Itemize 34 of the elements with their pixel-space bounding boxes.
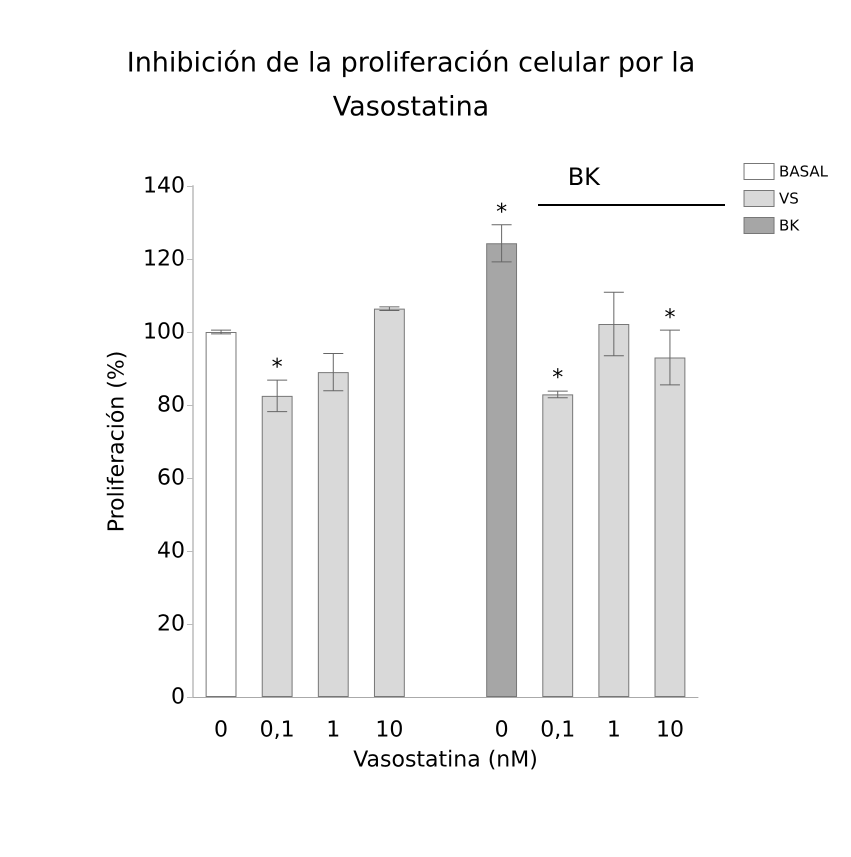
- y-tick-label: 140: [143, 174, 185, 198]
- y-tick-label: 100: [143, 320, 185, 344]
- data-label: *: [664, 306, 676, 331]
- bar: [654, 358, 686, 697]
- x-axis-title: Vasostatina (nM): [353, 748, 538, 772]
- y-tick-label: 80: [157, 392, 185, 418]
- bar: [262, 396, 293, 697]
- legend-label: BASAL: [779, 162, 829, 180]
- y-tick-label: 20: [157, 612, 185, 636]
- y-tick-label: 40: [157, 538, 185, 564]
- data-label: *: [496, 200, 508, 225]
- bar: [318, 372, 349, 697]
- bar: [598, 324, 630, 697]
- bar: [542, 394, 574, 697]
- chart-title: Inhibición de la proliferación celular por la Vasostatina: [126, 48, 696, 122]
- x-tick-label: 10: [375, 718, 404, 742]
- x-tick-label: 0,1: [540, 718, 576, 742]
- legend-label: BK: [779, 216, 800, 234]
- x-tick-label: 10: [656, 718, 684, 742]
- y-tick-label: 60: [157, 466, 185, 490]
- annotation: BK: [568, 163, 602, 191]
- y-tick-label: 0: [171, 684, 185, 710]
- x-tick-label: 1: [606, 718, 621, 742]
- data-label: *: [552, 366, 564, 391]
- data-label: *: [272, 355, 283, 380]
- bar: [206, 332, 236, 697]
- bar: [374, 308, 405, 697]
- x-tick-label: 0: [494, 718, 509, 742]
- legend-label: VS: [779, 190, 799, 208]
- x-tick-label: 1: [326, 718, 340, 742]
- y-axis-title: Proliferación (%): [104, 350, 130, 532]
- y-tick-label: 120: [143, 246, 185, 272]
- x-tick-label: 0: [214, 718, 228, 742]
- x-tick-label: 0,1: [260, 718, 295, 742]
